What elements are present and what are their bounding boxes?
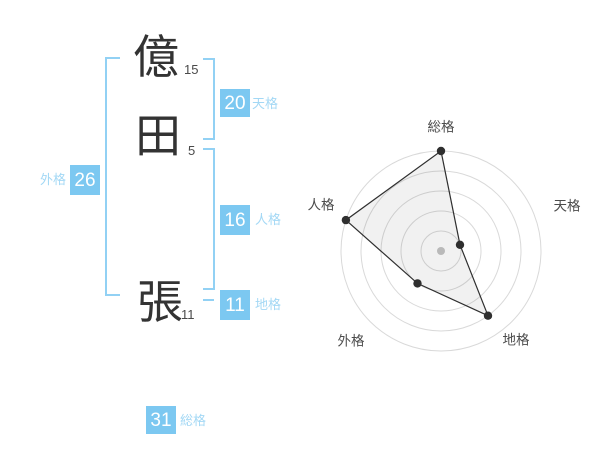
radar-vertex-dot <box>341 215 351 225</box>
center-dot <box>437 247 445 255</box>
grid-ring <box>420 230 462 272</box>
radar-axis-label: 地格 <box>503 333 531 348</box>
tenkaku-value-box: 20 <box>220 89 250 117</box>
radar-axis-label: 天格 <box>554 199 582 214</box>
radar-polygon <box>344 149 490 317</box>
radar-vertex-dot <box>483 311 493 320</box>
stroke-count-1: 15 <box>184 62 199 77</box>
tenkaku-label: 天格 <box>252 96 279 111</box>
radar-axis-label: 総格 <box>428 120 455 135</box>
soukaku-value-box: 31 <box>146 406 176 434</box>
tenkaku-bracket <box>203 58 215 140</box>
gaikaku-bracket <box>105 57 120 296</box>
radar-axis-label: 人格 <box>308 198 335 213</box>
radar-vertex-dot <box>436 146 446 156</box>
grid-ring <box>360 170 522 332</box>
stroke-count-2: 5 <box>188 143 196 158</box>
soukaku-label: 総格 <box>180 413 207 428</box>
chikaku-value-box: 11 <box>220 290 250 320</box>
jinkaku-value-box: 16 <box>220 205 250 235</box>
chikaku-bracket-dash <box>203 299 214 301</box>
jinkaku-label: 人格 <box>255 212 282 227</box>
gaikaku-label: 外格 <box>40 172 67 187</box>
radar-vertex-dot <box>455 240 465 249</box>
kanji-char-2: 田 <box>135 109 181 163</box>
kanji-char-3: 張 <box>137 275 183 329</box>
chikaku-label: 地格 <box>255 297 282 312</box>
radar-axis-label: 外格 <box>338 334 365 349</box>
radar-vertex-dot <box>413 279 422 288</box>
grid-ring <box>400 210 482 292</box>
gaikaku-value-box: 26 <box>70 165 100 195</box>
jinkaku-bracket <box>203 148 215 290</box>
stroke-count-3: 11 <box>181 307 195 322</box>
kanji-char-1: 億 <box>133 30 179 84</box>
